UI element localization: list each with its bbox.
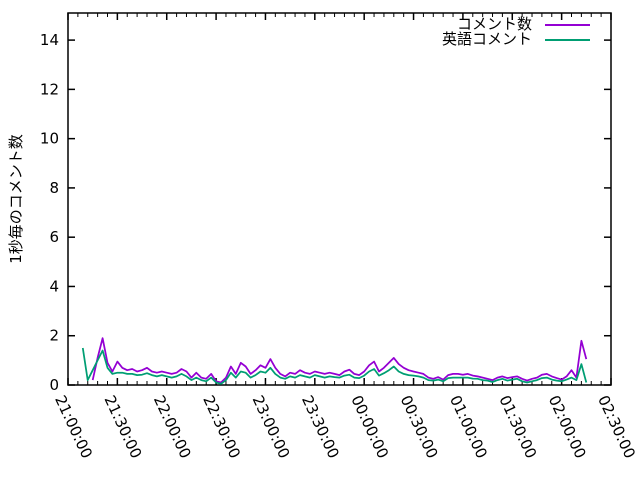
x-tick-label: 22:30:00 [199,393,244,462]
y-tick-label: 6 [49,228,59,246]
x-tick-label: 00:00:00 [347,393,392,462]
legend-label-english-comments: 英語コメント [441,30,532,48]
legend-row-english-comments: 英語コメント [380,32,590,47]
plot-border [67,12,612,386]
x-tick-label: 01:00:00 [446,393,491,462]
x-tick-label: 23:00:00 [249,393,294,462]
y-tick-label: 10 [40,130,59,148]
x-tick-label: 01:30:00 [495,393,540,462]
series-line-comments [91,337,588,384]
x-tick-label: 21:00:00 [51,393,96,462]
x-tick-label: 02:00:00 [545,393,590,462]
series-line-english-comments [81,347,588,385]
x-tick-label: 22:00:00 [150,393,195,462]
x-tick-label: 00:30:00 [397,393,442,462]
legend-row-comments: コメント数 [380,17,590,32]
x-tick-label: 21:30:00 [101,393,146,462]
y-tick-label: 4 [49,277,59,295]
y-tick-label: 12 [40,80,59,98]
y-tick-label: 8 [49,179,59,197]
y-tick-label: 2 [49,327,59,345]
y-axis-title: 1秒毎のコメント数 [7,134,25,264]
x-tick-label: 02:30:00 [594,393,639,462]
y-tick-label: 0 [49,376,59,394]
x-tick-label: 23:30:00 [298,393,343,462]
legend-line-sample-english-comments [545,38,590,41]
legend-label-comments: コメント数 [456,15,532,33]
legend-line-sample-comments [545,23,590,26]
legend: コメント数 英語コメント [380,17,590,47]
y-tick-label: 14 [40,31,59,49]
